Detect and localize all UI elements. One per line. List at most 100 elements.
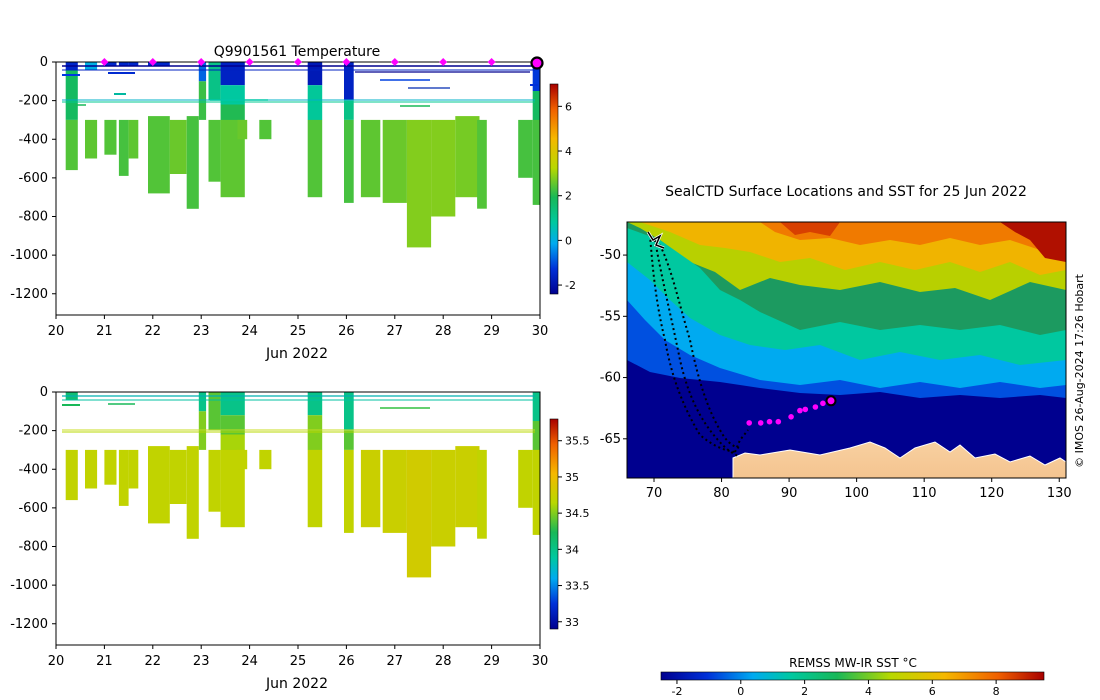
profile-10-cell-0 <box>220 392 245 416</box>
profile-12-cell-0 <box>259 449 272 470</box>
colorbar-tick-label: 0 <box>565 234 572 247</box>
profile-5-cell-1 <box>148 116 170 194</box>
colorbar-tick-label: 34 <box>565 543 579 556</box>
profile-16-cell-0 <box>382 119 407 203</box>
profile-13-cell-0 <box>307 62 323 86</box>
x-tick-label: 24 <box>241 654 258 669</box>
salinity-x-axis: 20 21 22 23 24 25 26 27 28 29 30 <box>48 645 548 669</box>
x-tick-label: 29 <box>483 324 500 339</box>
colorbar-tick-label: 6 <box>565 100 572 113</box>
y-tick-label: -1200 <box>10 287 48 302</box>
salinity-profiles <box>65 392 540 578</box>
sst-field <box>627 222 1066 478</box>
profile-13-cell-2 <box>307 449 323 528</box>
x-tick-label: 28 <box>435 654 452 669</box>
profile-21-cell-0 <box>518 119 533 178</box>
x-tick-label: 24 <box>241 324 258 339</box>
profile-10-cell-2 <box>220 104 245 120</box>
profile-10-cell-0 <box>220 62 245 86</box>
profile-11-cell-0 <box>237 119 248 140</box>
lat-tick-label: -50 <box>600 248 621 263</box>
map-colorbar-tick-label: 2 <box>801 685 808 698</box>
y-tick-label: -800 <box>18 210 48 225</box>
profile-13-cell-2 <box>307 119 323 198</box>
map-frame <box>626 221 1067 479</box>
x-tick-label: 20 <box>48 324 65 339</box>
surface-location-dot <box>746 420 752 426</box>
surface-location-dot <box>820 400 826 407</box>
salinity-x-label: Jun 2022 <box>265 676 328 692</box>
profile-14-cell-1 <box>344 100 354 120</box>
temperature-profiles <box>65 62 540 248</box>
y-tick-label: -200 <box>18 424 48 439</box>
lat-tick-label: -65 <box>600 432 621 447</box>
profile-19-cell-0 <box>455 446 480 528</box>
colorbar-tick-label: 35 <box>565 471 579 484</box>
profile-17-cell-0 <box>406 119 432 248</box>
x-tick-label: 23 <box>193 324 210 339</box>
lat-tick-label: -55 <box>600 309 621 324</box>
colorbar-tick-label: 33.5 <box>565 580 590 593</box>
profile-3-cell-0 <box>118 449 129 506</box>
x-tick-label: 21 <box>96 324 113 339</box>
x-tick-label: 30 <box>532 324 549 339</box>
y-tick-label: -200 <box>18 94 48 109</box>
profile-22-cell-2 <box>532 449 540 535</box>
profile-4-cell-0 <box>128 449 139 489</box>
surface-location-dot <box>788 414 794 420</box>
map-colorbar-tick-label: -2 <box>671 685 682 698</box>
profile-marker <box>100 58 109 66</box>
lon-tick-label: 70 <box>646 486 663 501</box>
profile-7-cell-0 <box>186 116 199 209</box>
x-tick-label: 20 <box>48 654 65 669</box>
x-tick-label: 26 <box>338 654 355 669</box>
profile-20-cell-0 <box>477 449 487 539</box>
profile-marker <box>342 58 351 66</box>
lon-tick-label: 90 <box>781 486 798 501</box>
profile-12-cell-0 <box>259 119 272 140</box>
profile-8-cell-1 <box>198 81 207 120</box>
profile-4-cell-1 <box>128 119 139 159</box>
profile-markers <box>100 56 544 70</box>
salinity-y-axis: 0 -200 -400 -600 -800 -1000 -1200 <box>10 385 56 632</box>
profile-7-cell-0 <box>186 446 199 539</box>
profile-20-cell-0 <box>477 119 487 209</box>
profile-2-cell-0 <box>104 449 117 485</box>
y-tick-label: -600 <box>18 171 48 186</box>
profile-10-cell-2 <box>220 434 245 450</box>
surface-location-dot <box>802 406 809 413</box>
profile-marker <box>390 58 399 66</box>
temperature-x-axis: 20 21 22 23 24 25 26 27 28 29 30 <box>48 315 549 339</box>
sst-map-panel: SealCTD Surface Locations and SST for 25… <box>600 184 1086 698</box>
map-colorbar-tick-label: 4 <box>865 685 872 698</box>
profile-22-cell-0 <box>532 392 540 421</box>
profile-14-cell-2 <box>344 449 354 533</box>
x-tick-label: 26 <box>338 324 355 339</box>
profile-13-cell-1 <box>307 415 323 450</box>
lat-tick-label: -60 <box>600 371 621 386</box>
colorbar-tick-label: 35.5 <box>565 435 590 448</box>
profile-22-cell-0 <box>532 62 540 91</box>
profile-15-cell-0 <box>360 119 381 198</box>
surface-location-dot <box>812 404 819 410</box>
lon-tick-label: 130 <box>1047 486 1072 501</box>
y-tick-label: -1000 <box>10 578 48 593</box>
temperature-title: Q9901561 Temperature <box>214 44 381 60</box>
y-tick-label: -1200 <box>10 617 48 632</box>
lon-tick-label: 80 <box>713 486 730 501</box>
surface-location-dot <box>757 420 764 426</box>
surface-location-dot <box>797 407 803 414</box>
salinity-colorbar <box>549 418 559 630</box>
temperature-x-label: Jun 2022 <box>265 346 328 362</box>
imos-credit: © IMOS 26-Aug-2024 17:26 Hobart <box>1073 273 1086 467</box>
profile-5-cell-0 <box>148 446 170 524</box>
profile-9-cell-0 <box>208 62 221 101</box>
x-tick-label: 22 <box>145 324 162 339</box>
profile-marker <box>487 58 496 66</box>
x-tick-label: 27 <box>387 324 404 339</box>
recent-surface-locations <box>746 395 837 426</box>
y-tick-label: -600 <box>18 501 48 516</box>
profile-3-cell-0 <box>118 62 129 66</box>
profile-19-cell-0 <box>455 116 480 198</box>
